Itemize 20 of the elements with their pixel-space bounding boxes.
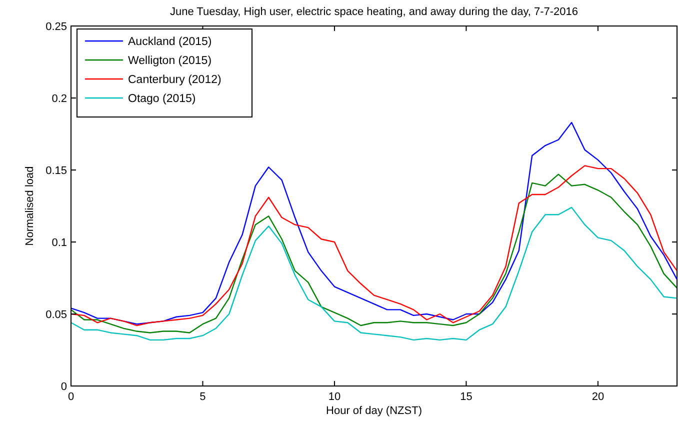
x-tick-label: 0 [68,391,74,403]
x-tick-label: 10 [328,391,341,403]
x-tick-label: 15 [460,391,472,403]
y-tick-label: 0.25 [46,21,67,33]
x-tick-label: 5 [200,391,206,403]
legend-label: Welligton (2015) [128,55,212,67]
x-axis-title: Hour of day (NZST) [326,405,422,417]
y-tick-label: 0 [60,381,67,393]
legend-label: Auckland (2015) [128,36,212,48]
line-series [70,206,678,341]
x-tick-label: 20 [592,391,604,403]
chart-title: June Tuesday, High user, electric space heating, and away during the day, 7-7-2016 [170,6,578,18]
legend-label: Otago (2015) [128,93,196,105]
y-tick-label: 0.05 [46,309,67,321]
legend-label: Canterbury (2012) [128,74,222,86]
line-series [70,122,678,325]
y-tick-label: 0.15 [46,165,67,177]
y-tick-label: 0.2 [52,93,67,105]
y-tick-label: 0.1 [52,237,67,249]
y-axis-title: Normalised load [24,166,36,246]
